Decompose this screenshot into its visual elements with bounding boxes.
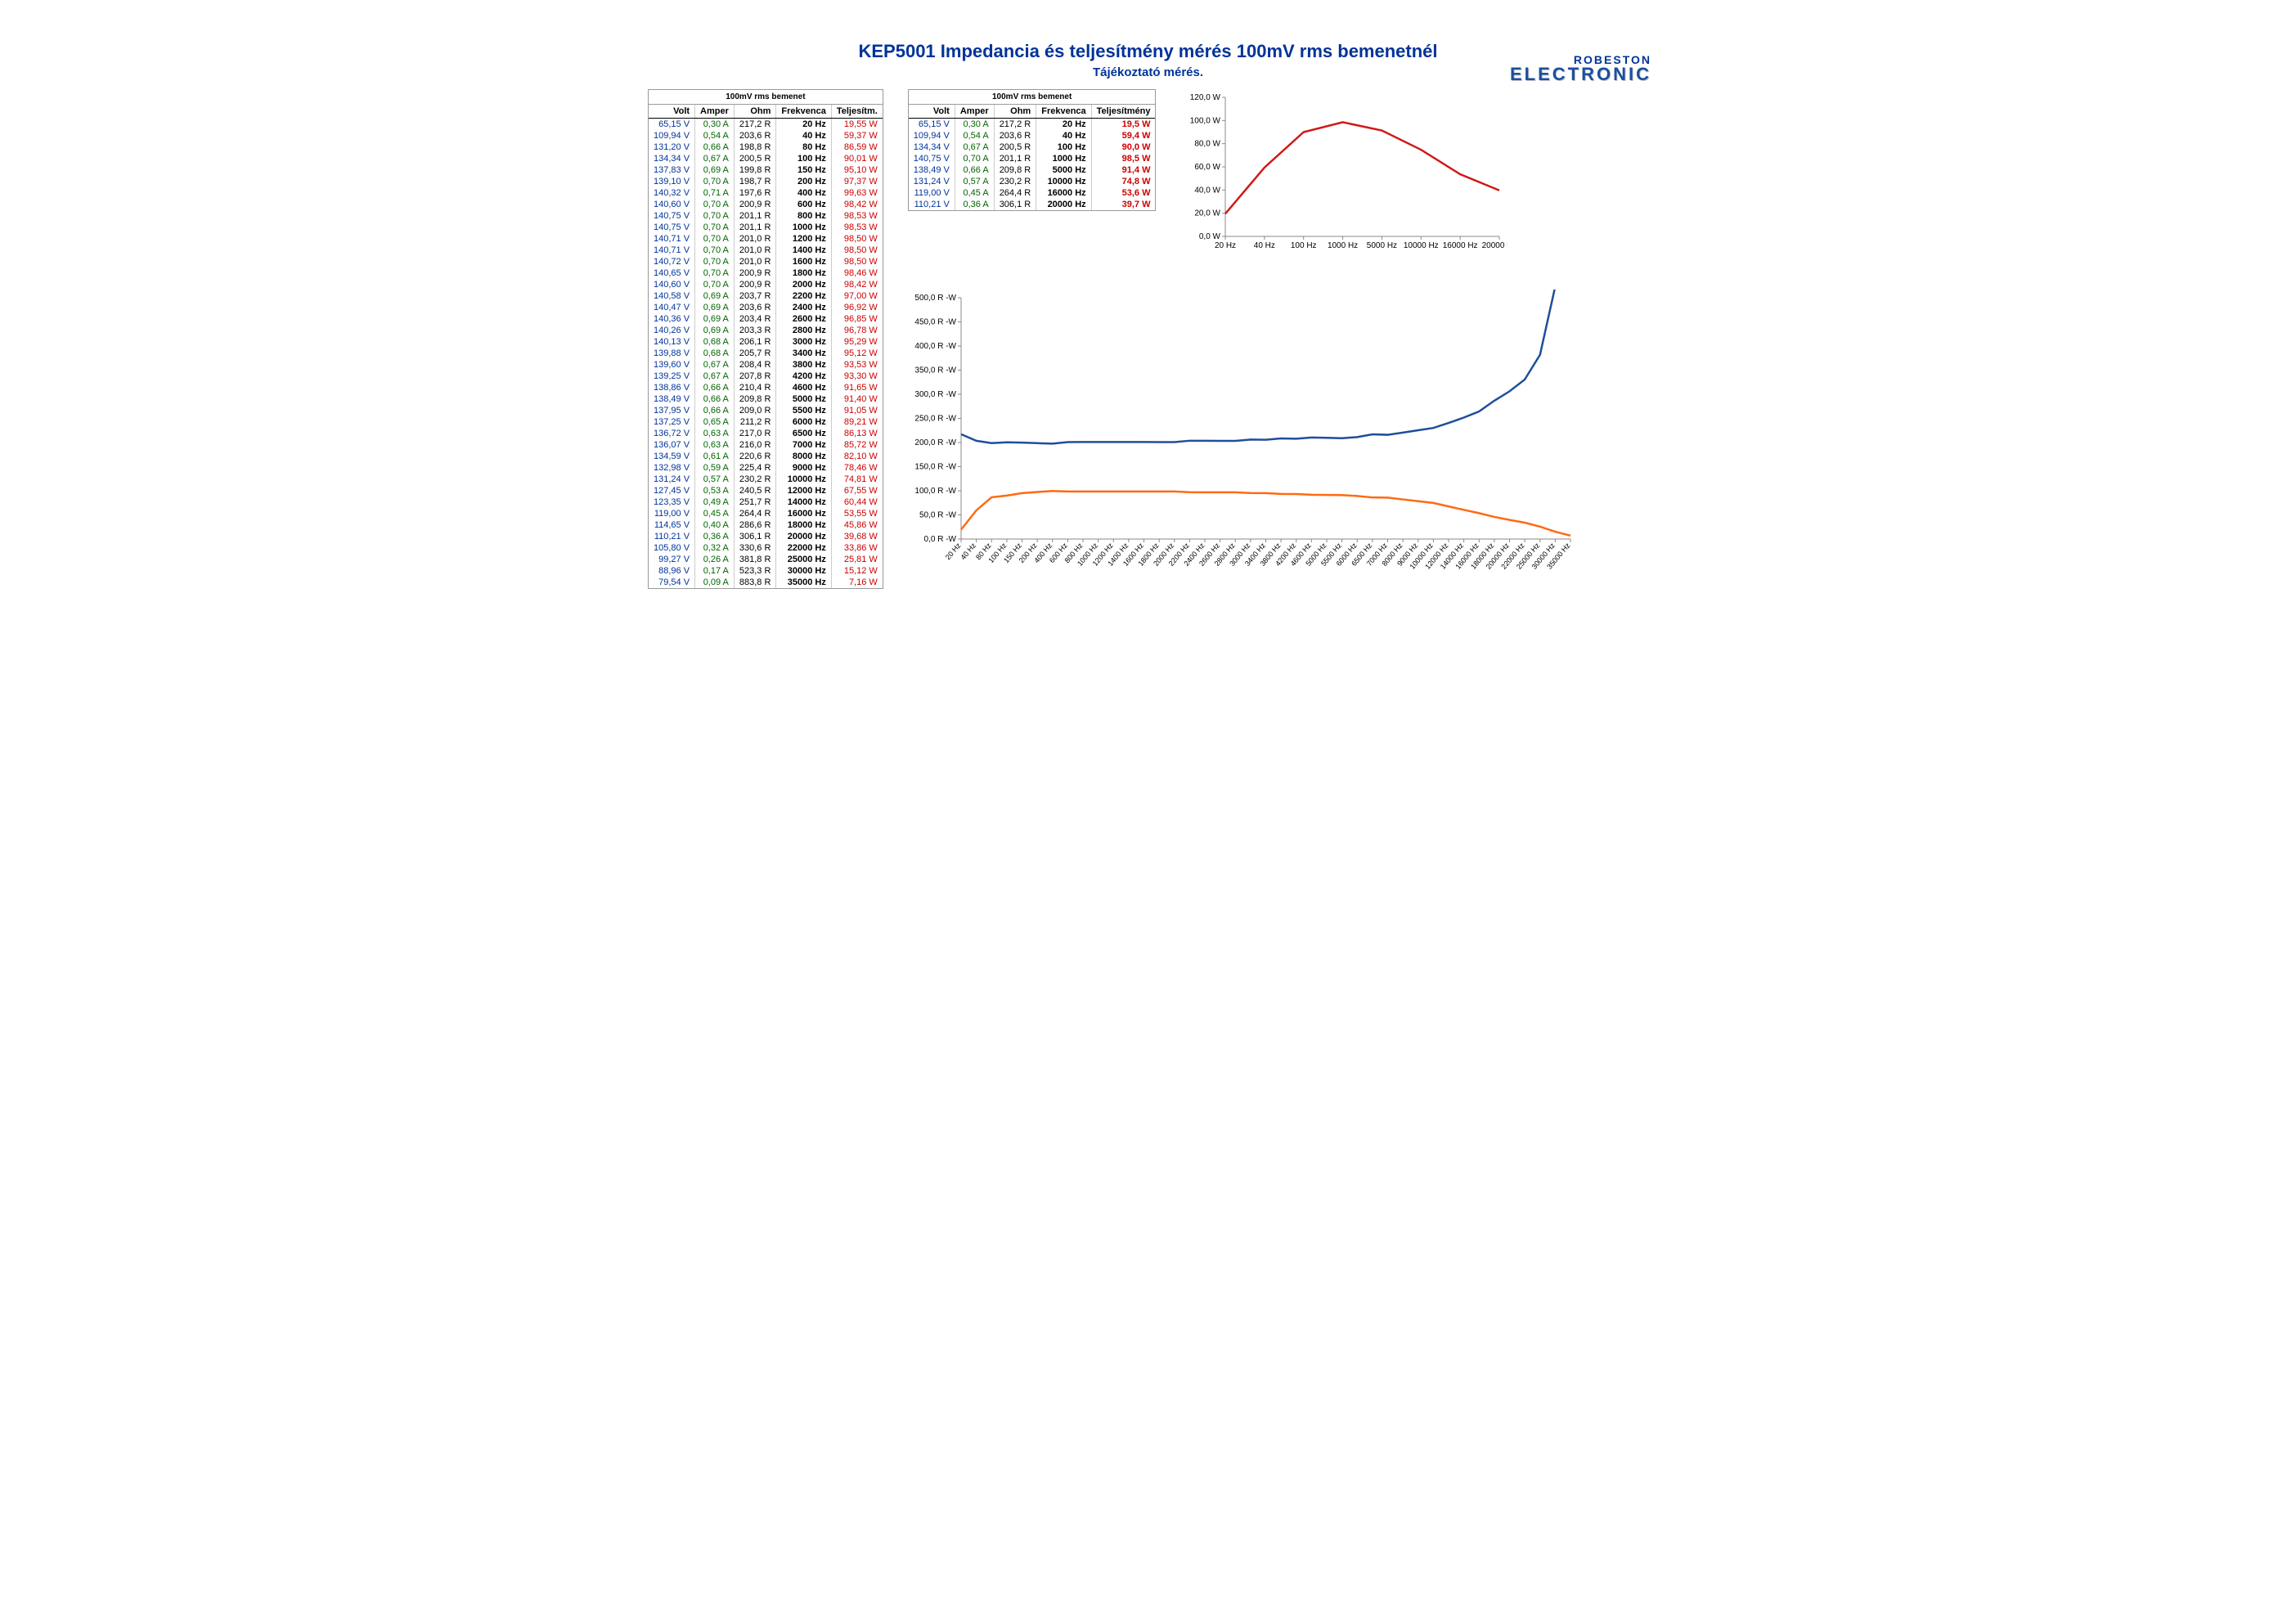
table1: VoltAmperOhmFrekvencaTeljesítm. 65,15 V0… bbox=[649, 105, 883, 588]
col-amp: Amper bbox=[695, 105, 735, 119]
table-row: 140,36 V0,69 A203,4 R2600 Hz96,85 W bbox=[649, 313, 883, 325]
page-subtitle: Tájékoztató mérés. bbox=[648, 65, 1648, 79]
table-row: 132,98 V0,59 A225,4 R9000 Hz78,46 W bbox=[649, 462, 883, 474]
svg-text:10000 Hz: 10000 Hz bbox=[1404, 241, 1439, 250]
svg-text:80,0 W: 80,0 W bbox=[1195, 140, 1221, 149]
table-row: 140,71 V0,70 A201,0 R1400 Hz98,50 W bbox=[649, 245, 883, 256]
col-freq: Frekvenca bbox=[776, 105, 831, 119]
svg-text:100,0 R -W: 100,0 R -W bbox=[914, 487, 956, 496]
svg-text:400,0 R -W: 400,0 R -W bbox=[914, 342, 956, 351]
table-row: 138,49 V0,66 A209,8 R5000 Hz91,40 W bbox=[649, 393, 883, 405]
table-row: 138,86 V0,66 A210,4 R4600 Hz91,65 W bbox=[649, 382, 883, 393]
table-row: 110,21 V0,36 A306,1 R20000 Hz39,68 W bbox=[649, 531, 883, 542]
table-row: 140,26 V0,69 A203,3 R2800 Hz96,78 W bbox=[649, 325, 883, 336]
table-row: 139,88 V0,68 A205,7 R3400 Hz95,12 W bbox=[649, 348, 883, 359]
table-row: 114,65 V0,40 A286,6 R18000 Hz45,86 W bbox=[649, 519, 883, 531]
col-freq: Frekvenca bbox=[1036, 105, 1091, 119]
svg-text:150,0 R -W: 150,0 R -W bbox=[914, 463, 956, 472]
table2-wrap: 100mV rms bemenet VoltAmperOhmFrekvencaT… bbox=[908, 89, 1157, 211]
col-amp: Amper bbox=[955, 105, 994, 119]
svg-text:40,0 W: 40,0 W bbox=[1195, 186, 1221, 195]
table-row: 119,00 V0,45 A264,4 R16000 Hz53,55 W bbox=[649, 508, 883, 519]
table-row: 119,00 V0,45 A264,4 R16000 Hz53,6 W bbox=[909, 187, 1156, 199]
table-row: 140,58 V0,69 A203,7 R2200 Hz97,00 W bbox=[649, 290, 883, 302]
table-row: 137,95 V0,66 A209,0 R5500 Hz91,05 W bbox=[649, 405, 883, 416]
table-row: 136,72 V0,63 A217,0 R6500 Hz86,13 W bbox=[649, 428, 883, 439]
table-row: 140,75 V0,70 A201,1 R1000 Hz98,5 W bbox=[909, 153, 1156, 164]
svg-text:20 Hz: 20 Hz bbox=[944, 541, 963, 561]
brand-logo: ROBESTON ELECTRONIC bbox=[1510, 54, 1651, 83]
table-row: 136,07 V0,63 A216,0 R7000 Hz85,72 W bbox=[649, 439, 883, 451]
table-row: 137,83 V0,69 A199,8 R150 Hz95,10 W bbox=[649, 164, 883, 176]
table-row: 79,54 V0,09 A883,8 R35000 Hz7,16 W bbox=[649, 577, 883, 588]
table-row: 99,27 V0,26 A381,8 R25000 Hz25,81 W bbox=[649, 554, 883, 565]
table1-caption: 100mV rms bemenet bbox=[649, 90, 883, 105]
table-row: 65,15 V0,30 A217,2 R20 Hz19,5 W bbox=[909, 119, 1156, 131]
svg-text:1000 Hz: 1000 Hz bbox=[1328, 241, 1358, 250]
svg-text:50,0 R -W: 50,0 R -W bbox=[919, 511, 957, 520]
table-row: 134,34 V0,67 A200,5 R100 Hz90,0 W bbox=[909, 142, 1156, 153]
table-row: 123,35 V0,49 A251,7 R14000 Hz60,44 W bbox=[649, 496, 883, 508]
table1-wrap: 100mV rms bemenet VoltAmperOhmFrekvencaT… bbox=[648, 89, 883, 589]
svg-text:20000 Hz: 20000 Hz bbox=[1482, 241, 1507, 250]
table2: VoltAmperOhmFrekvencaTeljesítmény 65,15 … bbox=[909, 105, 1156, 210]
svg-text:450,0 R -W: 450,0 R -W bbox=[914, 318, 956, 327]
table-row: 88,96 V0,17 A523,3 R30000 Hz15,12 W bbox=[649, 565, 883, 577]
chart1-power-vs-freq: 0,0 W 20,0 W 40,0 W 60,0 W 80,0 W 100,0 W 120,… bbox=[1180, 89, 1507, 265]
table-row: 134,34 V0,67 A200,5 R100 Hz90,01 W bbox=[649, 153, 883, 164]
col-volt: Volt bbox=[909, 105, 955, 119]
table-row: 134,59 V0,61 A220,6 R8000 Hz82,10 W bbox=[649, 451, 883, 462]
col-pow_short: Teljesítm. bbox=[831, 105, 882, 119]
svg-text:16000 Hz: 16000 Hz bbox=[1443, 241, 1478, 250]
table-row: 131,24 V0,57 A230,2 R10000 Hz74,8 W bbox=[909, 176, 1156, 187]
table-row: 140,47 V0,69 A203,6 R2400 Hz96,92 W bbox=[649, 302, 883, 313]
table-row: 140,71 V0,70 A201,0 R1200 Hz98,50 W bbox=[649, 233, 883, 245]
table-row: 139,10 V0,70 A198,7 R200 Hz97,37 W bbox=[649, 176, 883, 187]
svg-text:40 Hz: 40 Hz bbox=[959, 541, 977, 561]
svg-text:20,0 W: 20,0 W bbox=[1195, 209, 1221, 218]
col-ohm: Ohm bbox=[994, 105, 1036, 119]
table-row: 140,72 V0,70 A201,0 R1600 Hz98,50 W bbox=[649, 256, 883, 267]
svg-text:60,0 W: 60,0 W bbox=[1195, 163, 1221, 172]
svg-text:20 Hz: 20 Hz bbox=[1215, 241, 1236, 250]
svg-text:200,0 R -W: 200,0 R -W bbox=[914, 438, 956, 447]
chart2-impedance-power-vs-freq: 0,0 R -W 50,0 R -W 100,0 R -W 150,0 R -W 200… bbox=[908, 290, 1648, 588]
logo-line2: ELECTRONIC bbox=[1510, 65, 1651, 83]
table-row: 109,94 V0,54 A203,6 R40 Hz59,4 W bbox=[909, 130, 1156, 142]
svg-text:250,0 R -W: 250,0 R -W bbox=[914, 415, 956, 424]
table-row: 131,24 V0,57 A230,2 R10000 Hz74,81 W bbox=[649, 474, 883, 485]
svg-text:5000 Hz: 5000 Hz bbox=[1367, 241, 1397, 250]
table-row: 140,75 V0,70 A201,1 R800 Hz98,53 W bbox=[649, 210, 883, 222]
table-row: 140,60 V0,70 A200,9 R600 Hz98,42 W bbox=[649, 199, 883, 210]
table-row: 138,49 V0,66 A209,8 R5000 Hz91,4 W bbox=[909, 164, 1156, 176]
table-row: 137,25 V0,65 A211,2 R6000 Hz89,21 W bbox=[649, 416, 883, 428]
table-row: 131,20 V0,66 A198,8 R80 Hz86,59 W bbox=[649, 142, 883, 153]
svg-text:350,0 R -W: 350,0 R -W bbox=[914, 366, 956, 375]
table-row: 140,60 V0,70 A200,9 R2000 Hz98,42 W bbox=[649, 279, 883, 290]
svg-text:500,0 R -W: 500,0 R -W bbox=[914, 294, 956, 303]
table-row: 139,60 V0,67 A208,4 R3800 Hz93,53 W bbox=[649, 359, 883, 371]
table-row: 139,25 V0,67 A207,8 R4200 Hz93,30 W bbox=[649, 371, 883, 382]
svg-text:0,0 R -W: 0,0 R -W bbox=[923, 535, 956, 544]
col-ohm: Ohm bbox=[734, 105, 776, 119]
svg-text:100,0 W: 100,0 W bbox=[1190, 116, 1221, 125]
svg-text:120,0 W: 120,0 W bbox=[1190, 93, 1221, 102]
svg-text:100 Hz: 100 Hz bbox=[1291, 241, 1317, 250]
table-row: 140,32 V0,71 A197,6 R400 Hz99,63 W bbox=[649, 187, 883, 199]
table-row: 110,21 V0,36 A306,1 R20000 Hz39,7 W bbox=[909, 199, 1156, 210]
table2-caption: 100mV rms bemenet bbox=[909, 90, 1156, 105]
table-row: 127,45 V0,53 A240,5 R12000 Hz67,55 W bbox=[649, 485, 883, 496]
table-row: 140,13 V0,68 A206,1 R3000 Hz95,29 W bbox=[649, 336, 883, 348]
svg-text:300,0 R -W: 300,0 R -W bbox=[914, 390, 956, 399]
svg-text:40 Hz: 40 Hz bbox=[1254, 241, 1275, 250]
table-row: 140,75 V0,70 A201,1 R1000 Hz98,53 W bbox=[649, 222, 883, 233]
svg-text:0,0 W: 0,0 W bbox=[1199, 232, 1221, 241]
table-row: 140,65 V0,70 A200,9 R1800 Hz98,46 W bbox=[649, 267, 883, 279]
page-title: KEP5001 Impedancia és teljesítmény mérés… bbox=[648, 41, 1648, 62]
table-row: 105,80 V0,32 A330,6 R22000 Hz33,86 W bbox=[649, 542, 883, 554]
table-row: 109,94 V0,54 A203,6 R40 Hz59,37 W bbox=[649, 130, 883, 142]
col-pow: Teljesítmény bbox=[1091, 105, 1155, 119]
col-volt: Volt bbox=[649, 105, 695, 119]
table-row: 65,15 V0,30 A217,2 R20 Hz19,55 W bbox=[649, 119, 883, 131]
